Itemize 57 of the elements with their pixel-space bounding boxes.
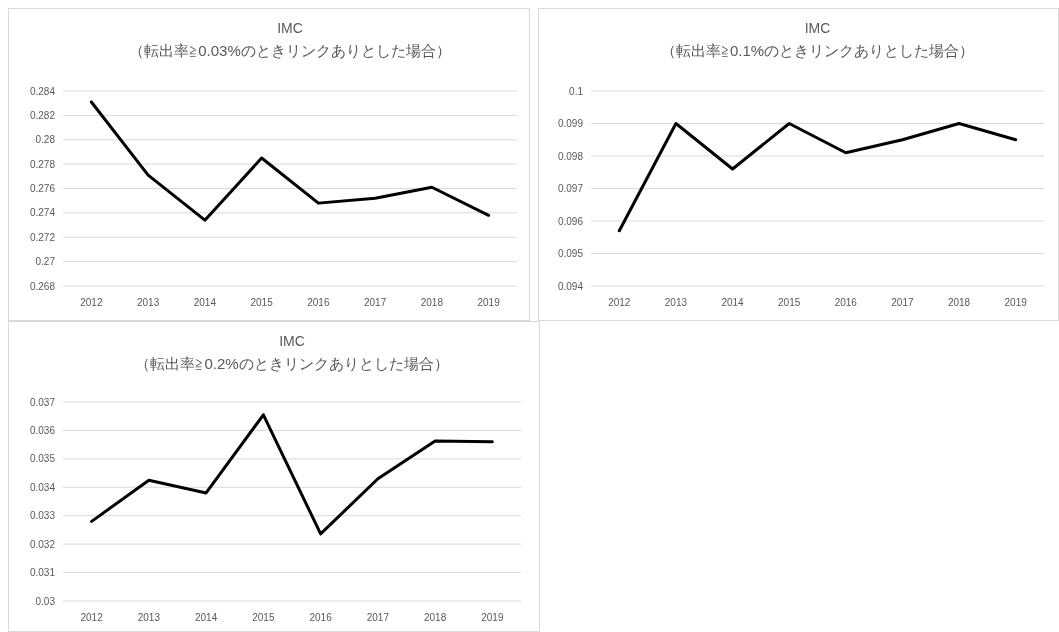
x-tick-label: 2018 xyxy=(424,612,447,623)
x-tick-label: 2019 xyxy=(481,612,504,623)
x-tick-label: 2016 xyxy=(834,297,858,308)
y-tick-label: 0.27 xyxy=(35,256,56,268)
x-tick-label: 2015 xyxy=(778,297,801,308)
x-tick-label: 2013 xyxy=(137,297,160,308)
x-tick-label: 2012 xyxy=(608,297,631,308)
y-tick-label: 0.098 xyxy=(557,150,584,162)
x-tick-label: 2014 xyxy=(195,612,218,623)
x-tick-label: 2018 xyxy=(420,297,444,308)
x-tick-label: 2016 xyxy=(307,297,330,308)
y-tick-label: 0.278 xyxy=(29,158,56,170)
chart-subtitle: （転出率≧0.03%のときリンクありとした場合） xyxy=(129,42,451,59)
chart-title: IMC xyxy=(804,20,831,36)
y-tick-label: 0.276 xyxy=(29,183,56,194)
x-tick-label: 2014 xyxy=(721,297,745,308)
x-tick-label: 2019 xyxy=(1004,297,1028,308)
x-tick-label: 2014 xyxy=(193,297,217,308)
y-tick-label: 0.034 xyxy=(29,481,56,493)
y-tick-label: 0.037 xyxy=(29,396,56,408)
chart-title: IMC xyxy=(277,20,303,36)
y-tick-label: 0.095 xyxy=(557,248,584,259)
y-tick-label: 0.099 xyxy=(557,118,584,129)
y-tick-label: 0.032 xyxy=(29,538,56,550)
x-tick-label: 2019 xyxy=(477,297,501,308)
y-tick-label: 0.096 xyxy=(557,215,584,227)
y-tick-label: 0.036 xyxy=(29,424,56,436)
line-series xyxy=(617,122,1018,233)
y-tick-label: 0.282 xyxy=(29,109,56,121)
chart-subtitle: （転出率≧0.2%のときリンクありとした場合） xyxy=(135,355,449,372)
y-tick-label: 0.274 xyxy=(29,207,56,219)
x-tick-label: 2017 xyxy=(891,297,914,308)
y-tick-label: 0.033 xyxy=(29,510,56,522)
line-series xyxy=(89,100,491,222)
x-tick-label: 2018 xyxy=(947,297,971,308)
y-tick-label: 0.284 xyxy=(29,85,56,97)
y-tick-label: 0.031 xyxy=(29,567,56,579)
x-tick-label: 2013 xyxy=(137,612,161,623)
x-tick-label: 2012 xyxy=(80,297,103,308)
x-tick-label: 2016 xyxy=(309,612,333,623)
y-tick-label: 0.268 xyxy=(29,280,56,292)
y-tick-label: 0.097 xyxy=(557,183,584,194)
y-tick-label: 0.1 xyxy=(569,85,584,97)
x-tick-label: 2015 xyxy=(250,297,274,308)
x-tick-label: 2017 xyxy=(364,297,387,308)
x-tick-label: 2015 xyxy=(252,612,275,623)
chart-subtitle: （転出率≧0.1%のときリンクありとした場合） xyxy=(660,42,975,59)
x-tick-label: 2017 xyxy=(366,612,390,623)
x-tick-label: 2013 xyxy=(664,297,688,308)
y-tick-label: 0.272 xyxy=(29,231,56,243)
line-series xyxy=(90,413,494,536)
y-tick-label: 0.28 xyxy=(35,134,56,146)
y-tick-label: 0.035 xyxy=(29,453,56,465)
chart-title: IMC xyxy=(279,333,305,349)
y-tick-label: 0.094 xyxy=(557,280,584,292)
x-tick-label: 2012 xyxy=(80,612,104,623)
y-tick-label: 0.03 xyxy=(35,595,56,607)
